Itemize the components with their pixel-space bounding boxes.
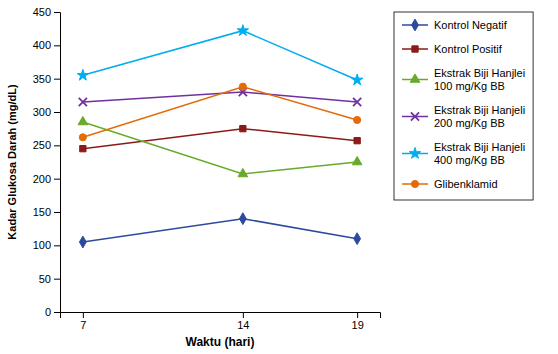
point xyxy=(79,236,86,248)
tick-label: 250 xyxy=(33,139,51,151)
point xyxy=(239,83,246,90)
tick-label: 150 xyxy=(33,206,51,218)
axis-line xyxy=(54,13,61,313)
legend-item: Kontrol Negatif xyxy=(402,19,508,31)
point xyxy=(239,213,246,225)
legend-marker xyxy=(412,46,418,52)
series-line xyxy=(83,129,357,149)
axis-line xyxy=(61,313,381,319)
point xyxy=(79,134,86,141)
tick-label: 400 xyxy=(33,39,51,51)
tick-mark xyxy=(54,245,60,246)
tick-mark xyxy=(54,145,60,146)
series-line xyxy=(83,122,357,174)
tick: 250 xyxy=(33,139,60,151)
tick: 150 xyxy=(33,206,60,218)
point xyxy=(354,116,361,123)
tick: 7 xyxy=(80,312,86,331)
tick-mark xyxy=(54,112,60,113)
point xyxy=(240,126,246,132)
tick-label: 50 xyxy=(39,273,51,285)
tick: 300 xyxy=(33,106,60,118)
point xyxy=(354,233,361,245)
legend-item: Ekstrak Biji Hanjlei100 mg/Kg BB xyxy=(402,67,525,92)
point xyxy=(354,138,360,144)
point xyxy=(237,25,248,36)
legend-label: Glibenklamid xyxy=(434,178,498,190)
tick-label: 450 xyxy=(33,6,51,18)
tick: 50 xyxy=(39,273,60,285)
tick-mark xyxy=(54,212,60,213)
point xyxy=(353,98,361,106)
tick-mark xyxy=(54,45,60,46)
series-line xyxy=(83,31,357,80)
tick: 400 xyxy=(33,39,60,51)
tick-label: 19 xyxy=(352,319,364,331)
point xyxy=(80,146,86,152)
x-axis-title: Waktu (hari) xyxy=(186,335,255,349)
tick-label: 7 xyxy=(80,319,86,331)
chart: 7 14 19 0 50 100 150 200 250 300 350 400 450 Waktu (h… xyxy=(0,0,558,354)
legend-frame xyxy=(394,12,533,200)
tick: 350 xyxy=(33,73,60,85)
tick-mark xyxy=(83,312,84,318)
legend-label: Ekstrak Biji Hanjeli200 mg/Kg BB xyxy=(434,104,525,129)
series-line xyxy=(83,219,357,242)
marks xyxy=(77,25,363,248)
legend-marker xyxy=(409,148,420,159)
series-line xyxy=(83,87,357,138)
tick-mark xyxy=(243,312,244,318)
legend-marker xyxy=(411,180,418,187)
point xyxy=(238,168,248,176)
tick: 200 xyxy=(33,173,60,185)
tick-mark xyxy=(357,312,358,318)
legend-item: Kontrol Positif xyxy=(402,43,503,55)
tick: 100 xyxy=(33,239,60,251)
legend-label: Ekstrak Biji Hanjlei100 mg/Kg BB xyxy=(434,67,525,92)
tick-label: 0 xyxy=(45,306,51,318)
legend-marker xyxy=(410,74,420,82)
legend-item: Ekstrak Biji Hanjeli400 mg/Kg BB xyxy=(402,141,525,166)
legend: Kontrol Negatif Kontrol Positif Ekstrak Bi… xyxy=(394,12,533,200)
tick-mark xyxy=(54,179,60,180)
tick-label: 350 xyxy=(33,73,51,85)
legend-label: Kontrol Positif xyxy=(434,43,503,55)
tick: 19 xyxy=(352,312,364,331)
tick-label: 14 xyxy=(237,319,249,331)
tick-label: 300 xyxy=(33,106,51,118)
tick: 450 xyxy=(33,6,60,18)
tick-mark xyxy=(54,312,60,313)
tick: 14 xyxy=(237,312,249,331)
point xyxy=(77,69,88,80)
tick-mark xyxy=(54,79,60,80)
plot: 7 14 19 0 50 100 150 200 250 300 350 400 450 Waktu (h… xyxy=(6,6,381,349)
point xyxy=(352,156,362,164)
legend-marker xyxy=(411,112,419,120)
legend-label: Ekstrak Biji Hanjeli400 mg/Kg BB xyxy=(434,141,525,166)
legend-marker xyxy=(412,19,419,31)
point xyxy=(351,74,362,85)
point xyxy=(79,98,87,106)
tick: 0 xyxy=(45,306,60,318)
legend-item: Glibenklamid xyxy=(402,178,498,190)
x-axis: 7 14 19 xyxy=(61,312,381,331)
tick-mark xyxy=(54,12,60,13)
y-axis-title: Kadar Glukosa Darah (mg/dL) xyxy=(6,84,18,240)
point xyxy=(78,116,88,124)
legend-item: Ekstrak Biji Hanjeli200 mg/Kg BB xyxy=(402,104,525,129)
tick-label: 100 xyxy=(33,239,51,251)
legend-label: Kontrol Negatif xyxy=(434,19,508,31)
tick-mark xyxy=(54,279,60,280)
y-axis: 0 50 100 150 200 250 300 350 400 450 xyxy=(33,6,61,318)
tick-label: 200 xyxy=(33,173,51,185)
